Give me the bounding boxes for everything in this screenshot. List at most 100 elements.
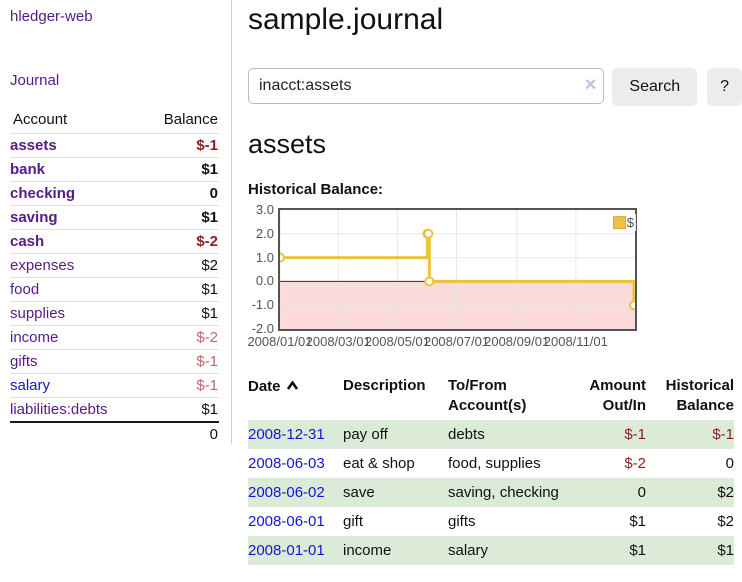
register-date-link[interactable]: 2008-01-01	[248, 542, 325, 559]
clear-search-icon[interactable]: ×	[584, 74, 597, 96]
register-amount: $-1	[568, 420, 646, 449]
account-row: liabilities:debts $1	[10, 397, 219, 422]
x-axis-label: 2008/03/01	[305, 334, 371, 349]
sort-ascending-icon	[286, 376, 299, 396]
legend-swatch-icon	[612, 216, 626, 229]
register-header-balance: Historical Balance	[665, 377, 734, 414]
account-balance: $-1	[196, 377, 218, 394]
account-link[interactable]: expenses	[10, 257, 75, 274]
account-link[interactable]: gifts	[10, 353, 38, 370]
x-axis-label: 2008/09/01	[484, 334, 550, 349]
account-balance: $1	[201, 209, 218, 226]
accounts-header-balance: Balance	[163, 111, 218, 128]
register-balance: $2	[717, 513, 734, 530]
account-balance: $1	[201, 305, 218, 322]
account-balance: $-1	[196, 137, 218, 154]
y-axis-label: 2.0	[255, 225, 274, 241]
accounts-total: 0	[140, 421, 219, 446]
register-balance: $2	[646, 478, 734, 507]
account-row: expenses $2	[10, 253, 219, 278]
main-content: sample.journal × Search ? assets Histori…	[247, 0, 742, 565]
register-amount: $1	[629, 513, 646, 530]
register-date-link[interactable]: 2008-06-02	[248, 484, 325, 501]
account-row: income $-2	[10, 325, 219, 350]
app-title-link[interactable]: hledger-web	[10, 8, 93, 25]
register-balance: 0	[725, 455, 734, 472]
register-balance: $-1	[646, 420, 734, 449]
account-row: checking 0	[10, 181, 219, 206]
account-row: food $1	[10, 277, 219, 302]
chart-legend: $	[610, 214, 636, 231]
register-description: income	[343, 536, 448, 565]
balance-chart-plot[interactable]	[278, 208, 637, 331]
account-link[interactable]: food	[10, 281, 40, 298]
register-accounts: debts	[448, 420, 568, 449]
account-link[interactable]: checking	[10, 185, 76, 202]
account-link[interactable]: income	[10, 329, 59, 346]
account-link[interactable]: assets	[10, 137, 57, 154]
account-balance: $2	[201, 257, 218, 274]
account-link[interactable]: cash	[10, 233, 45, 250]
accounts-table: Account Balance assets $-1 bank	[10, 108, 219, 446]
y-axis-label: -1.0	[251, 297, 274, 313]
page-title: sample.journal	[248, 3, 444, 36]
register-description: gift	[343, 513, 364, 530]
account-row: cash $-2	[10, 229, 219, 254]
register-date-link[interactable]: 2008-06-03	[248, 455, 325, 472]
register-header-description: Description	[343, 377, 426, 394]
account-link[interactable]: liabilities:debts	[10, 401, 108, 418]
account-link[interactable]: supplies	[10, 305, 66, 322]
account-balance: $-2	[196, 233, 218, 250]
register-accounts: saving, checking	[448, 478, 568, 507]
chart-heading: Historical Balance:	[248, 181, 384, 198]
register-accounts: food, supplies	[448, 455, 541, 472]
help-button[interactable]: ?	[707, 68, 742, 106]
register-date-link[interactable]: 2008-06-01	[248, 513, 325, 530]
account-row: assets $-1	[10, 133, 219, 158]
account-row: salary $-1	[10, 373, 219, 398]
y-axis-label: -2.0	[251, 321, 274, 336]
register-row: 2008-06-03 eat & shop food, supplies $-2…	[248, 449, 734, 478]
register-description: save	[343, 478, 448, 507]
account-balance: $1	[201, 401, 218, 418]
accounts-total-row: 0	[10, 421, 219, 446]
account-heading: assets	[248, 129, 327, 159]
account-balance: 0	[209, 185, 218, 202]
balance-chart: 3.0 2.0 1.0 0.0 -1.0 -2.0 2008/01/01 2008/03/0…	[247, 202, 648, 352]
register-description: pay off	[343, 420, 448, 449]
register-header-accounts: To/From Account(s)	[448, 377, 527, 414]
account-row: bank $1	[10, 157, 219, 182]
register-header-amount: Amount Out/In	[589, 377, 646, 414]
account-balance: $1	[201, 281, 218, 298]
register-date-link[interactable]: 2008-12-31	[248, 426, 325, 443]
register-accounts: gifts	[448, 513, 476, 530]
x-axis-label: 2008/11/01	[543, 334, 608, 349]
account-link[interactable]: bank	[10, 161, 46, 178]
register-description: eat & shop	[343, 455, 415, 472]
account-link[interactable]: saving	[10, 209, 58, 226]
account-row: supplies $1	[10, 301, 219, 326]
y-axis-label: 3.0	[255, 202, 274, 217]
register-header-date[interactable]: Date	[248, 374, 343, 420]
register-amount: $-2	[624, 455, 646, 472]
x-axis-label: 2008/05/01	[364, 334, 430, 349]
register-row: 2008-01-01 income salary $1 $1	[248, 536, 734, 565]
x-axis-label: 2008/01/01	[247, 334, 313, 349]
search-input[interactable]	[248, 68, 605, 104]
legend-label: $	[626, 215, 634, 230]
register-row: 2008-12-31 pay off debts $-1 $-1	[248, 420, 734, 449]
account-row: saving $1	[10, 205, 219, 230]
sidebar-item-journal[interactable]: Journal	[10, 72, 60, 89]
register-balance: $1	[646, 536, 734, 565]
search-button[interactable]: Search	[612, 68, 698, 106]
register-table: Date Description To/From Account(s) Amou…	[248, 374, 734, 565]
account-link[interactable]: salary	[10, 377, 51, 394]
register-amount: 0	[568, 478, 646, 507]
register-row: 2008-06-02 save saving, checking 0 $2	[248, 478, 734, 507]
y-axis-label: 1.0	[255, 249, 274, 265]
y-axis-label: 0.0	[255, 273, 274, 289]
account-balance: $-1	[196, 353, 218, 370]
register-amount: $1	[568, 536, 646, 565]
x-axis-label: 2008/07/01	[423, 334, 490, 349]
account-balance: $-2	[196, 329, 218, 346]
